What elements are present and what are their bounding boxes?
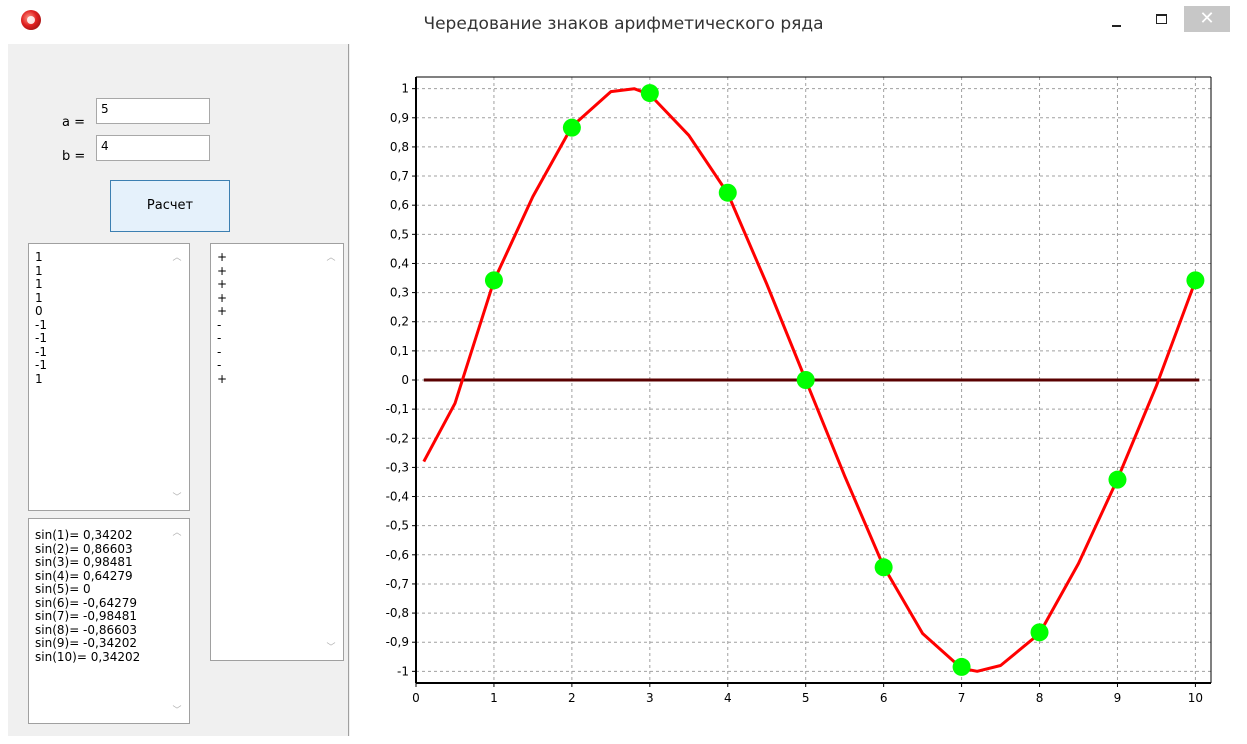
data-point <box>484 271 503 290</box>
data-point <box>952 657 971 676</box>
y-tick-label: 0,4 <box>390 256 409 270</box>
b-input[interactable]: 4 <box>96 135 210 161</box>
scroll-up-icon[interactable]: ︿ <box>326 253 336 263</box>
x-tick-label: 8 <box>1036 691 1044 705</box>
list-item-value[interactable]: 1 <box>35 250 43 264</box>
a-label: a = <box>62 115 85 130</box>
list-item-value[interactable]: -1 <box>35 331 47 345</box>
data-point <box>874 558 893 577</box>
list-item-value[interactable]: -1 <box>35 317 47 332</box>
scroll-down-icon[interactable]: ﹀ <box>172 493 182 503</box>
list-item-sign[interactable]: + <box>217 290 228 305</box>
y-tick-label: 0,5 <box>390 227 409 241</box>
data-point <box>640 84 659 103</box>
list-item-value[interactable]: 1 <box>35 371 43 386</box>
y-tick-label: -0,1 <box>386 402 409 416</box>
x-tick-label: 4 <box>724 691 732 705</box>
y-tick-label: -0,3 <box>386 460 409 474</box>
y-tick-label: -0,4 <box>386 490 409 504</box>
x-tick-label: 5 <box>802 691 810 705</box>
list-item-sign[interactable]: - <box>217 331 222 345</box>
y-tick-label: -0,2 <box>386 431 409 445</box>
title-bar: Чередование знаков арифметического ряда … <box>0 0 1247 44</box>
list-item-value[interactable]: -1 <box>35 344 47 359</box>
x-tick-label: 7 <box>958 691 966 705</box>
y-tick-label: 0,6 <box>390 198 409 212</box>
list-item-sine[interactable]: sin(8)= -0,86603 <box>35 622 138 637</box>
b-label: b = <box>62 149 86 164</box>
list-item-sign[interactable]: + <box>217 304 228 318</box>
window-title: Чередование знаков арифметического ряда <box>423 14 824 34</box>
data-point <box>1108 470 1127 489</box>
y-tick-label: -0,5 <box>386 519 409 533</box>
x-tick-label: 2 <box>568 691 576 705</box>
y-tick-label: 1 <box>401 82 409 96</box>
list-item-sign[interactable]: - <box>217 358 222 372</box>
list-item-sine[interactable]: sin(5)= 0 <box>35 582 91 596</box>
list-item-sine[interactable]: sin(7)= -0,98481 <box>35 609 138 623</box>
app-icon[interactable] <box>21 10 41 30</box>
y-tick-label: -0,6 <box>386 548 409 562</box>
data-point <box>1030 623 1049 642</box>
list-item-sign[interactable]: + <box>217 371 228 386</box>
maximize-icon[interactable] <box>1148 6 1174 32</box>
a-input[interactable]: 5 <box>96 98 210 124</box>
list-item-value[interactable]: 1 <box>35 263 43 278</box>
calculate-button[interactable]: Расчет <box>110 180 230 232</box>
values-listbox[interactable]: ︿ ﹀ 1 1 1 1 0 -1 -1 -1 -1 1 <box>28 243 190 511</box>
sines-listbox[interactable]: ︿ ﹀ sin(1)= 0,34202 sin(2)= 0,86603 sin(3)… <box>28 518 190 724</box>
signs-listbox[interactable]: ︿ ﹀ + + + + + - - - - + <box>210 243 344 661</box>
list-item-sign[interactable]: + <box>217 250 228 264</box>
close-icon[interactable]: ✕ <box>1184 6 1230 32</box>
y-tick-label: 0,2 <box>390 315 409 329</box>
data-point <box>718 183 737 202</box>
chart-panel: 0 1 2 3 4 5 6 7 8 9 10 1 0,9 0,8 0,7 0,6 0,5 0,4 0,3 0,2 0,1… <box>350 44 1239 736</box>
y-tick-label: -0,8 <box>386 606 409 620</box>
list-item-value[interactable]: 1 <box>35 290 43 305</box>
y-tick-label: 0 <box>401 373 409 387</box>
x-tick-label: 9 <box>1114 691 1122 705</box>
list-item-sine[interactable]: sin(2)= 0,86603 <box>35 541 133 556</box>
y-tick-label: -0,7 <box>386 577 409 591</box>
list-item-value[interactable]: 1 <box>35 277 43 291</box>
x-tick-label: 1 <box>490 691 498 705</box>
list-item-sign[interactable]: - <box>217 317 222 332</box>
list-item-sine[interactable]: sin(10)= 0,34202 <box>35 649 141 664</box>
x-tick-label: 10 <box>1188 691 1203 705</box>
scroll-up-icon[interactable]: ︿ <box>172 528 182 538</box>
y-tick-label: -0,9 <box>386 635 409 649</box>
y-tick-label: 0,9 <box>390 111 409 125</box>
list-item-sine[interactable]: sin(3)= 0,98481 <box>35 555 133 569</box>
data-point <box>1186 271 1205 290</box>
panel-divider <box>348 44 349 736</box>
scroll-down-icon[interactable]: ﹀ <box>172 706 182 716</box>
scroll-down-icon[interactable]: ﹀ <box>326 643 336 653</box>
minimize-icon[interactable] <box>1104 6 1130 32</box>
x-tick-label: 0 <box>412 691 420 705</box>
y-tick-label: 0,3 <box>390 286 409 300</box>
sine-chart: 0 1 2 3 4 5 6 7 8 9 10 1 0,9 0,8 0,7 0,6 0,5 0,4 0,3 0,2 0,1… <box>386 76 1212 705</box>
list-item-value[interactable]: -1 <box>35 358 47 372</box>
list-item-sign[interactable]: - <box>217 344 222 359</box>
y-tick-label: 0,7 <box>390 169 409 183</box>
list-item-sine[interactable]: sin(6)= -0,64279 <box>35 595 138 610</box>
data-point <box>562 118 581 137</box>
x-tick-label: 6 <box>880 691 888 705</box>
data-point <box>796 371 815 389</box>
y-tick-label: 0,1 <box>390 344 409 358</box>
x-tick-label: 3 <box>646 691 654 705</box>
list-item-sine[interactable]: sin(9)= -0,34202 <box>35 636 138 650</box>
y-tick-label: -1 <box>397 664 409 678</box>
list-item-sign[interactable]: + <box>217 263 228 278</box>
list-item-sign[interactable]: + <box>217 277 228 291</box>
y-tick-label: 0,8 <box>390 140 409 154</box>
scroll-up-icon[interactable]: ︿ <box>172 253 182 263</box>
list-item-sine[interactable]: sin(1)= 0,34202 <box>35 528 133 542</box>
list-item-sine[interactable]: sin(4)= 0,64279 <box>35 568 133 583</box>
list-item-value[interactable]: 0 <box>35 304 43 318</box>
